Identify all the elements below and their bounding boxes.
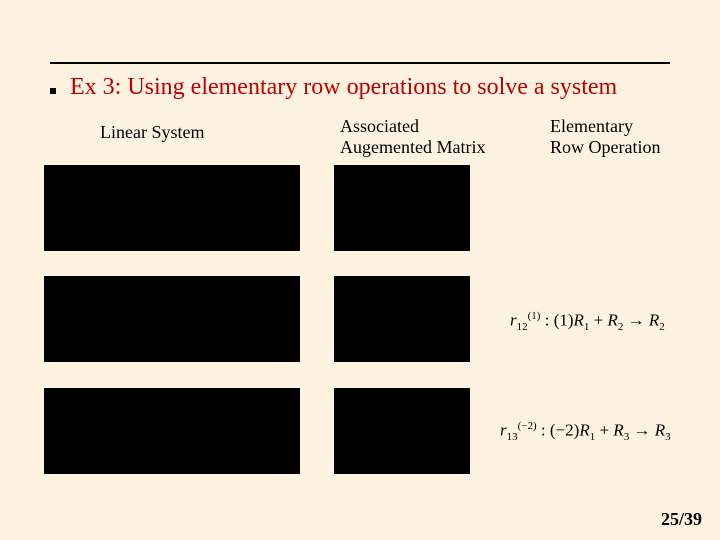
row-op-arrow: → <box>623 311 649 330</box>
row-op-sup: (−2) <box>518 420 537 432</box>
row-op-symbol: r <box>500 421 507 440</box>
linear-system-block-1 <box>44 165 300 251</box>
row-op-Rc: R <box>649 311 659 330</box>
row-op-Rc: R <box>655 421 665 440</box>
row-op-colon: : <box>537 421 550 440</box>
row-op-Rb: R <box>613 421 623 440</box>
column-header-augmented-matrix: AssociatedAugemented Matrix <box>340 116 485 157</box>
column-header-row-operation: ElementaryRow Operation <box>550 116 660 157</box>
linear-system-block-3 <box>44 388 300 474</box>
row-op-plus: + <box>589 311 607 330</box>
column-header-linear-system: Linear System <box>100 122 204 143</box>
row-op-coeff: (1) <box>554 311 574 330</box>
row-op-Rb: R <box>608 311 618 330</box>
row-op-Ra: R <box>579 421 589 440</box>
page-current: 25 <box>661 509 679 529</box>
row-op-arrow: → <box>629 421 655 440</box>
augmented-matrix-block-3 <box>334 388 470 474</box>
augmented-matrix-block-1 <box>334 165 470 251</box>
augmented-matrix-block-2 <box>334 276 470 362</box>
title-bullet <box>50 88 56 94</box>
row-op-sub: 13 <box>507 431 518 443</box>
row-operation-2: r13(−2) : (−2)R1 + R3 → R3 <box>500 420 671 443</box>
row-op-coeff: (−2) <box>550 421 579 440</box>
row-op-Ra: R <box>574 311 584 330</box>
row-operation-1: r12(1) : (1)R1 + R2 → R2 <box>510 310 665 333</box>
page-total: 39 <box>684 509 702 529</box>
row-op-sup: (1) <box>528 310 541 322</box>
row-op-plus: + <box>595 421 613 440</box>
page-number: 25/39 <box>661 509 702 530</box>
row-op-colon: : <box>540 311 553 330</box>
linear-system-block-2 <box>44 276 300 362</box>
top-rule <box>50 62 670 64</box>
row-op-Rc-sub: 3 <box>665 431 671 443</box>
row-op-sub: 12 <box>517 321 528 333</box>
row-op-symbol: r <box>510 311 517 330</box>
row-op-Rc-sub: 2 <box>659 321 665 333</box>
slide-title: Ex 3: Using elementary row operations to… <box>70 74 617 101</box>
